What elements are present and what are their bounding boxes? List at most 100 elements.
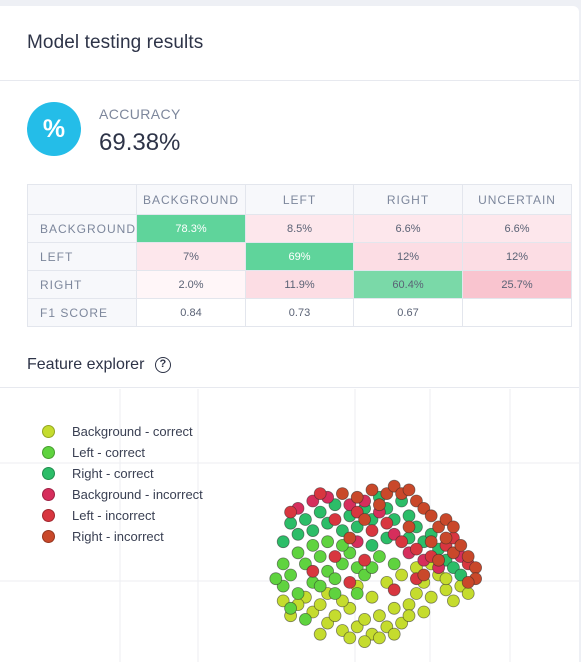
scatter-point[interactable] [313, 487, 327, 500]
scatter-point[interactable] [424, 535, 438, 549]
matrix-cell: 25.7% [462, 270, 573, 299]
matrix-col-header: RIGHT [353, 184, 464, 215]
scatter-point[interactable] [313, 505, 327, 519]
scatter-point[interactable] [350, 490, 364, 504]
scatter-point[interactable] [350, 587, 364, 600]
scatter-point[interactable] [298, 612, 312, 626]
matrix-col-header: BACKGROUND [136, 184, 247, 215]
scatter-point[interactable] [454, 538, 468, 552]
matrix-corner-cell [26, 184, 138, 215]
legend-item[interactable]: Background - correct [42, 421, 203, 442]
scatter-point[interactable] [328, 550, 342, 563]
scatter-point[interactable] [365, 538, 379, 552]
scatter-point[interactable] [461, 550, 475, 563]
scatter-point[interactable] [439, 572, 453, 586]
scatter-point[interactable] [291, 527, 305, 541]
legend-item[interactable]: Left - correct [42, 442, 203, 463]
scatter-point[interactable] [269, 572, 283, 586]
scatter-point[interactable] [439, 583, 453, 597]
scatter-point[interactable] [298, 513, 312, 526]
scatter-point[interactable] [402, 598, 416, 612]
scatter-point[interactable] [335, 487, 349, 500]
scatter-point[interactable] [328, 572, 342, 586]
model-testing-card: Model testing results [0, 6, 579, 662]
accuracy-value: 69.38% [99, 129, 181, 156]
scatter-point[interactable] [343, 631, 357, 645]
scatter-point[interactable] [358, 553, 372, 567]
scatter-point[interactable] [306, 524, 320, 538]
scatter-point[interactable] [380, 516, 394, 530]
scatter-point[interactable] [432, 553, 446, 567]
matrix-row-header: RIGHT [26, 270, 138, 299]
scatter-point[interactable] [284, 516, 298, 530]
scatter-point[interactable] [358, 612, 372, 626]
scatter-point[interactable] [424, 590, 438, 604]
scatter-point[interactable] [343, 575, 357, 589]
legend-item[interactable]: Right - incorrect [42, 526, 203, 547]
question-circle-icon[interactable]: ? [154, 357, 171, 373]
scatter-point[interactable] [409, 587, 423, 600]
matrix-cell: 78.3% [136, 214, 247, 243]
feature-explorer-header: Feature explorer ? [0, 347, 579, 388]
scatter-point[interactable] [328, 513, 342, 526]
scatter-legend: Background - correct Left - correct Righ… [42, 421, 203, 547]
scatter-point[interactable] [284, 568, 298, 582]
scatter-point[interactable] [417, 605, 431, 619]
scatter-point[interactable] [387, 601, 401, 615]
legend-swatch [42, 509, 55, 522]
scatter-point[interactable] [439, 531, 453, 545]
scatter-point[interactable] [387, 627, 401, 641]
scatter-point[interactable] [402, 483, 416, 497]
scatter-point[interactable] [446, 520, 460, 534]
scatter-point[interactable] [372, 609, 386, 623]
scatter-point[interactable] [372, 550, 386, 563]
matrix-cell: 6.6% [353, 214, 464, 243]
scatter-point[interactable] [417, 568, 431, 582]
confusion-matrix: BACKGROUND LEFT RIGHT UNCERTAIN BACKGROU… [26, 184, 573, 327]
scatter-point[interactable] [461, 575, 475, 589]
scatter-point[interactable] [365, 524, 379, 538]
scatter-point[interactable] [313, 627, 327, 641]
scatter-point[interactable] [365, 590, 379, 604]
scatter-point[interactable] [328, 609, 342, 623]
scatter-point[interactable] [446, 594, 460, 608]
scatter-point[interactable] [461, 587, 475, 600]
legend-item[interactable]: Right - correct [42, 463, 203, 484]
scatter-point[interactable] [358, 635, 372, 649]
scatter-point[interactable] [372, 631, 386, 645]
scatter-point[interactable] [409, 542, 423, 556]
scatter-point[interactable] [387, 557, 401, 571]
scatter-point[interactable] [469, 561, 483, 575]
matrix-cell: 11.9% [245, 270, 355, 299]
scatter-point[interactable] [402, 609, 416, 623]
scatter-point[interactable] [395, 568, 409, 582]
scatter-point[interactable] [291, 546, 305, 560]
scatter-point[interactable] [328, 587, 342, 600]
scatter-point[interactable] [343, 531, 357, 545]
scatter-point[interactable] [358, 513, 372, 526]
f1-cell: 0.84 [136, 298, 247, 327]
feature-explorer-scatter[interactable] [0, 389, 579, 662]
scatter-point[interactable] [387, 583, 401, 597]
scatter-point[interactable] [306, 538, 320, 552]
scatter-point[interactable] [313, 579, 327, 593]
scatter-point[interactable] [395, 535, 409, 549]
scatter-point[interactable] [276, 535, 290, 549]
scatter-point[interactable] [276, 557, 290, 571]
scatter-point[interactable] [321, 535, 335, 549]
scatter-point[interactable] [372, 498, 386, 512]
scatter-point[interactable] [313, 598, 327, 612]
scatter-point[interactable] [313, 550, 327, 563]
legend-label: Right - correct [72, 466, 154, 481]
scatter-point[interactable] [306, 564, 320, 578]
legend-item[interactable]: Background - incorrect [42, 484, 203, 505]
scatter-point[interactable] [291, 587, 305, 600]
legend-item[interactable]: Left - incorrect [42, 505, 203, 526]
scatter-point[interactable] [402, 520, 416, 534]
scatter-point[interactable] [284, 505, 298, 519]
scatter-point[interactable] [365, 483, 379, 497]
scatter-point[interactable] [284, 601, 298, 615]
legend-swatch [42, 425, 55, 438]
scatter-point[interactable] [424, 509, 438, 523]
scatter-point[interactable] [402, 509, 416, 523]
